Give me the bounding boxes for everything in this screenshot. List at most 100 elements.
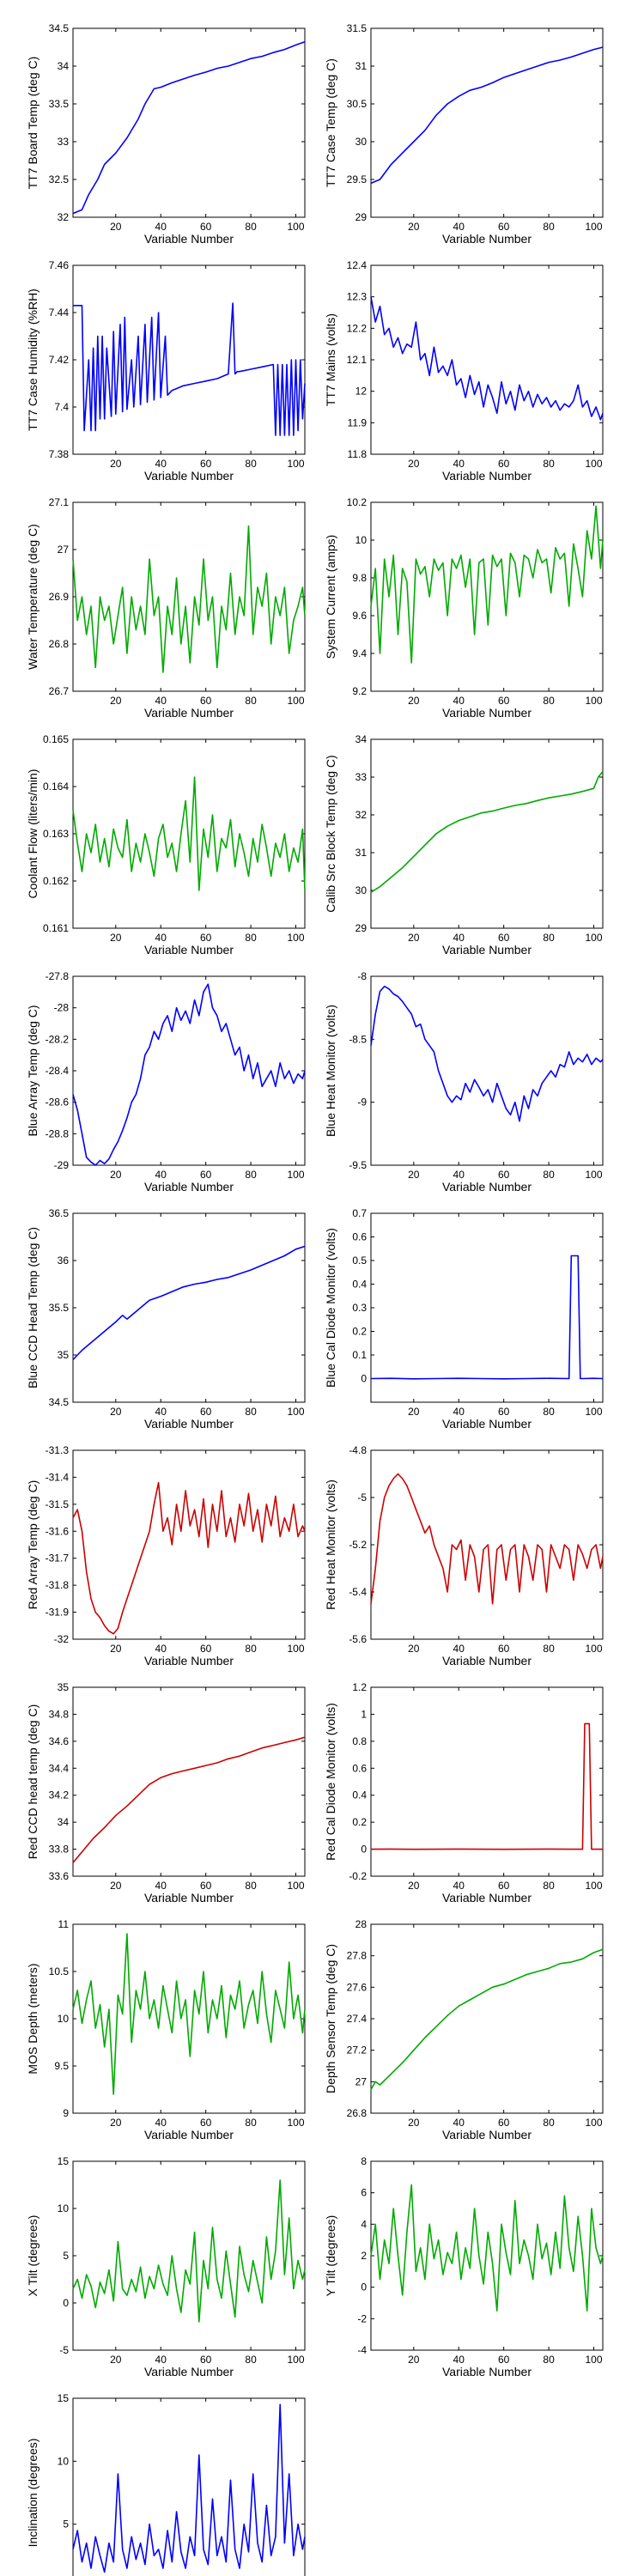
series-line (370, 1722, 603, 1850)
series-line (370, 2184, 604, 2312)
y-tick-label: 32.5 (49, 173, 70, 185)
x-tick-label: 20 (408, 695, 420, 707)
y-tick-label: 9.8 (352, 572, 367, 584)
x-axis-label: Variable Number (442, 232, 532, 246)
y-tick-label: -8 (357, 970, 367, 982)
x-tick-label: 100 (585, 932, 602, 944)
plot-area (370, 1449, 604, 1640)
x-tick-label: 100 (585, 2117, 602, 2129)
y-tick-label: 27.8 (347, 1950, 368, 1962)
y-tick-label: 26.7 (49, 685, 70, 697)
chart-panel: 20 40 60 80 100 -5.6 -5.4 -5.2 -5 -4.8 Variable Nu… (324, 1444, 604, 1668)
x-axis-label: Variable Number (144, 943, 234, 957)
y-tick-label: 7.4 (54, 401, 69, 413)
chart-panel: 20 40 60 80 100 34.5 35 35.5 36 36.5 Variable Numb… (26, 1207, 306, 1431)
y-axis-label: TT7 Case Temp (deg C) (324, 58, 337, 187)
y-tick-label: 26.8 (49, 638, 70, 650)
series-line (72, 1245, 306, 1361)
x-axis-label: Variable Number (442, 706, 532, 720)
x-tick-label: 100 (585, 458, 602, 470)
x-tick-label: 20 (110, 1880, 122, 1892)
y-axis-label: Red Cal Diode Monitor (volts) (324, 1703, 337, 1861)
x-tick-label: 60 (200, 1169, 212, 1181)
chart-panel: 20 40 60 80 100 7.38 7.4 7.42 7.44 7.46 Variable N… (26, 259, 306, 483)
y-tick-label: -31.3 (46, 1444, 70, 1456)
x-tick-label: 40 (155, 1643, 167, 1655)
x-tick-label: 40 (155, 458, 167, 470)
x-tick-label: 20 (110, 458, 122, 470)
x-tick-label: 100 (585, 1406, 602, 1418)
x-axis-label: Variable Number (144, 1180, 234, 1194)
y-tick-label: -9 (357, 1097, 367, 1109)
chart-panel: 20 40 60 80 100 33.6 33.8 34 34.2 34.4 34.6 34.8 35 V… (26, 1681, 306, 1905)
x-tick-label: 80 (245, 2354, 257, 2366)
y-axis-label: MOS Depth (meters) (26, 1963, 39, 2074)
y-tick-label: 10 (58, 2202, 70, 2215)
y-tick-label: 0 (361, 2281, 367, 2293)
x-tick-label: 60 (200, 221, 212, 233)
y-tick-label: 29 (355, 922, 368, 934)
x-tick-label: 80 (543, 1406, 555, 1418)
y-tick-label: 0.7 (352, 1207, 367, 1219)
x-tick-label: 60 (498, 932, 510, 944)
x-tick-label: 100 (287, 2354, 304, 2366)
plot-area (72, 1212, 306, 1403)
x-tick-label: 40 (155, 1406, 167, 1418)
x-tick-label: 20 (110, 221, 122, 233)
x-tick-label: 60 (498, 458, 510, 470)
y-tick-label: 0.2 (352, 1816, 367, 1828)
x-tick-label: 80 (245, 1643, 257, 1655)
y-tick-label: 12 (355, 386, 368, 398)
x-tick-label: 20 (408, 1169, 420, 1181)
y-tick-label: 35 (58, 1681, 70, 1693)
y-tick-label: 10 (58, 2013, 70, 2025)
chart-panel: 20 40 60 80 100 11.8 11.9 12 12.1 12.2 12.3 12.4 Var… (324, 259, 604, 483)
y-tick-label: 12.2 (347, 322, 368, 334)
x-tick-label: 60 (498, 1643, 510, 1655)
x-tick-label: 20 (110, 2117, 122, 2129)
y-tick-label: 35.5 (49, 1302, 70, 1314)
plot-area (72, 1686, 306, 1877)
y-tick-label: 0.165 (43, 733, 69, 745)
x-tick-label: 100 (287, 1169, 304, 1181)
y-tick-label: 0.4 (352, 1279, 367, 1291)
x-tick-label: 40 (155, 1169, 167, 1181)
x-axis-label: Variable Number (144, 1417, 234, 1431)
y-tick-label: 12.4 (347, 259, 368, 271)
x-tick-label: 100 (585, 221, 602, 233)
x-tick-label: 60 (200, 2117, 212, 2129)
y-tick-label: 0.3 (352, 1302, 367, 1314)
y-tick-label: 31 (355, 60, 368, 72)
chart-panel: 20 40 60 80 100 9 9.5 10 10.5 11 Variable Number MO… (26, 1918, 306, 2142)
plot-area (72, 738, 306, 929)
x-tick-label: 60 (498, 1406, 510, 1418)
y-tick-label: 26.9 (49, 591, 70, 603)
y-axis-label: Red Array Temp (deg C) (26, 1480, 39, 1610)
plot-area (370, 501, 604, 692)
x-axis-label: Variable Number (144, 469, 234, 483)
plot-area (370, 27, 604, 218)
y-tick-label: 11 (58, 1918, 70, 1930)
y-tick-label: 33.6 (49, 1870, 70, 1882)
y-tick-label: 29.5 (347, 173, 368, 185)
x-tick-label: 80 (543, 1880, 555, 1892)
y-tick-label: -31.5 (46, 1498, 70, 1510)
y-axis-label: Water Temperature (deg C) (26, 524, 39, 670)
plot-area (370, 1686, 604, 1877)
y-tick-label: 35 (58, 1349, 70, 1361)
x-tick-label: 80 (543, 458, 555, 470)
y-axis-label: Y Tilt (degrees) (324, 2215, 337, 2297)
y-tick-label: 9.5 (54, 2060, 69, 2072)
x-tick-label: 100 (287, 1643, 304, 1655)
x-tick-label: 20 (408, 221, 420, 233)
series-line (72, 41, 306, 215)
x-tick-label: 60 (200, 932, 212, 944)
x-axis-label: Variable Number (144, 2365, 234, 2379)
y-axis-label: Red CCD head temp (deg C) (26, 1704, 39, 1860)
x-axis-label: Variable Number (442, 1417, 532, 1431)
x-tick-label: 60 (200, 2354, 212, 2366)
x-tick-label: 80 (543, 1169, 555, 1181)
y-tick-label: 7.38 (49, 448, 70, 460)
x-tick-label: 100 (585, 1880, 602, 1892)
y-tick-label: 5 (63, 2518, 69, 2530)
